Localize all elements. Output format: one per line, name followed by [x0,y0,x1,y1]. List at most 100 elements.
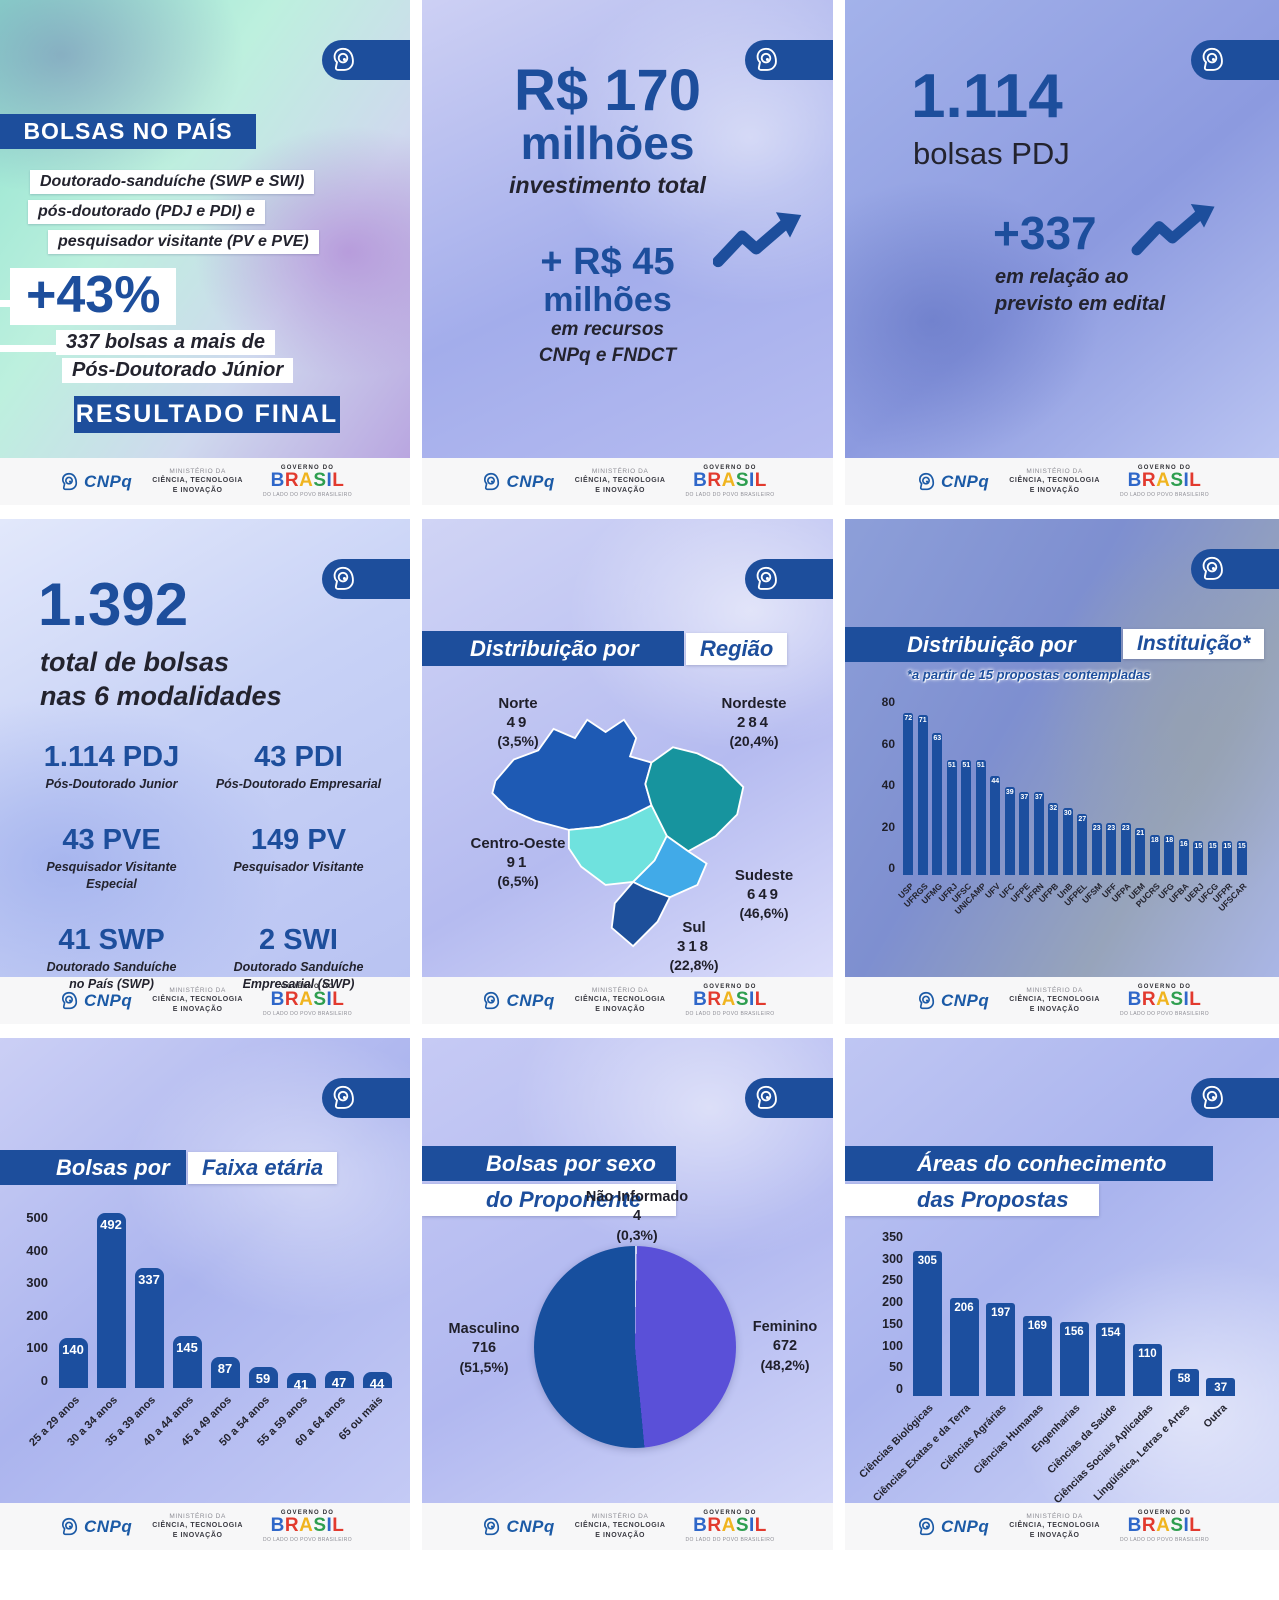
bar-label: Ciências Humanas [971,1402,1046,1477]
brasil-wordmark: BRASIL [271,470,345,492]
bar-value: 72 [904,715,913,722]
brasil-letter: A [299,989,314,1011]
y-tick-label: 40 [881,778,895,792]
bar: 206 [949,1298,979,1396]
ministry-logo: MINISTÉRIO DA CIÊNCIA, TECNOLOGIA E INOV… [152,986,243,1016]
card-footer: CNPq MINISTÉRIO DA CIÊNCIA, TECNOLOGIA E… [422,1503,833,1550]
ministry-logo: MINISTÉRIO DA CIÊNCIA, TECNOLOGIA E INOV… [1009,986,1100,1016]
bar-column: 140 25 a 29 anos [27,1210,92,1449]
cnpq-badge [1191,549,1279,589]
brasil-letter: A [721,1515,736,1537]
brasil-letter: I [749,1515,755,1537]
card-distribuicao-regiao: Distribuição por Região Norte 49 (3,5%) … [422,519,833,1024]
brasil-slogan: DO LADO DO POVO BRASILEIRO [1119,1010,1210,1017]
brasil-slogan: DO LADO DO POVO BRASILEIRO [262,1536,353,1543]
bar-column: 305 Ciências Biológicas [857,1230,946,1481]
bar-value: 145 [176,1340,198,1356]
brasil-wordmark: BRASIL [270,989,345,1011]
brasil-letter: S [313,989,327,1011]
brasil-letter: B [270,989,285,1011]
chart-subtitle: *a partir de 15 propostas contempladas [907,667,1151,682]
ministry-line: MINISTÉRIO DA [591,467,649,475]
bar-column: 27 UFPEL [1063,695,1090,908]
cnpq-head-icon [756,566,777,590]
brasil-slogan: DO LADO DO POVO BRASILEIRO [262,1010,353,1017]
bar-value: 44 [991,778,1000,785]
brazil-region-map [491,718,745,948]
map-region-nordeste [644,746,745,853]
slice-pct: (0,3%) [616,1226,658,1243]
brasil-letter: L [754,989,767,1011]
y-tick-label: 500 [26,1210,48,1225]
bar-column: 337 35 a 39 anos [103,1210,168,1449]
modality-value: 149 PV [250,823,347,856]
modality-label-line: no País (SWP) [69,977,154,991]
bar-value: 18 [1150,836,1159,844]
ministry-line: CIÊNCIA, TECNOLOGIA [1009,477,1100,485]
brasil-letter: L [754,1515,767,1537]
cnpq-wordmark: CNPq [83,990,133,1010]
bar-value: 305 [917,1255,937,1268]
bar: 51 [975,760,986,875]
bar-column: 47 60 a 64 anos [293,1210,358,1449]
ministry-logo: MINISTÉRIO DA CIÊNCIA, TECNOLOGIA E INOV… [152,1512,243,1542]
cnpq-logo: CNPq [58,990,132,1012]
region-value: 91 [506,853,530,871]
brasil-letter: R [707,1515,722,1537]
areas-bar-chart: 350 300 250 200 150 100 50 0 305 Ciências Biológ… [857,1230,1239,1506]
brasil-letter: A [299,1515,314,1537]
brasil-letter: I [326,1515,333,1537]
pdj-extra-caption-1: em relação ao [995,266,1129,288]
bar: 41 [286,1373,316,1392]
cnpq-logo: CNPq [480,471,554,493]
ministry-logo: MINISTÉRIO DA CIÊNCIA, TECNOLOGIA E INOV… [152,467,243,497]
modality-label-line: Especial [86,877,137,891]
bar: 156 [1059,1322,1089,1396]
card-areas-body: Áreas do conhecimento das Propostas 350 3… [845,1038,1279,1506]
cnpq-logo: CNPq [58,1516,132,1538]
ministry-line: CIÊNCIA, TECNOLOGIA [152,1522,243,1530]
cnpq-logo: CNPq [915,990,989,1012]
cnpq-wordmark: CNPq [506,1516,555,1536]
region-name: Sudeste [734,867,794,884]
brasil-letter: I [749,470,755,492]
governo-brasil-logo: GOVERNO DO BRASIL DO LADO DO POVO BRASIL… [263,1510,352,1544]
bar-column: 145 40 a 44 anos [141,1210,206,1449]
trend-up-arrow-icon [1131,203,1215,256]
bar-value: 169 [1027,1319,1047,1332]
card-footer: CNPq MINISTÉRIO DA CIÊNCIA, TECNOLOGIA E… [422,458,833,505]
brasil-wordmark: BRASIL [693,1515,767,1537]
brasil-slogan: DO LADO DO POVO BRASILEIRO [685,1010,775,1017]
ministry-line: CIÊNCIA, TECNOLOGIA [152,477,243,485]
cnpq-head-icon [756,1085,777,1109]
ministry-line: E INOVAÇÃO [595,1532,646,1540]
ministry-line: E INOVAÇÃO [172,1532,223,1540]
bar-column: 169 Ciências Humanas [971,1230,1056,1477]
chart-title-light: Região [686,633,788,665]
bar-value: 206 [954,1302,974,1315]
brasil-wordmark: BRASIL [1128,1515,1202,1537]
bar-column: 87 45 a 49 anos [179,1210,244,1449]
modality-label-line: Doutorado Sanduíche [233,959,364,974]
region-name: Norte [498,695,538,712]
bar-value: 197 [991,1306,1011,1319]
bar-column: 18 UFG [1157,695,1177,901]
y-tick-label: 200 [26,1307,48,1323]
card-distribuicao-instituicao: Distribuição por Instituição* *a partir … [845,519,1279,1024]
bar: 492 [96,1212,126,1388]
card-footer: CNPq MINISTÉRIO DA CIÊNCIA, TECNOLOGIA E… [0,977,410,1024]
brasil-letter: L [332,1515,345,1537]
bar-column: 23 UFF [1100,695,1119,900]
brasil-letter: S [1170,989,1184,1011]
governo-brasil-logo: GOVERNO DO BRASIL DO LADO DO POVO BRASIL… [263,465,352,499]
governo-brasil-logo: GOVERNO DO BRASIL DO LADO DO POVO BRASIL… [1120,984,1209,1018]
bar-value: 156 [1064,1326,1084,1339]
bar: 63 [932,733,943,875]
total-caption-2: nas 6 modalidades [40,681,282,711]
cnpq-head-icon [333,1085,354,1109]
governo-brasil-logo: GOVERNO DO BRASIL DO LADO DO POVO BRASIL… [263,984,352,1018]
card-bolsas-pdj: 1.114 bolsas PDJ +337 em relação ao prev… [845,0,1279,505]
cnpq-head-icon [918,1517,935,1535]
slice-value: 716 [471,1339,497,1356]
brasil-slogan: DO LADO DO POVO BRASILEIRO [685,1536,775,1543]
